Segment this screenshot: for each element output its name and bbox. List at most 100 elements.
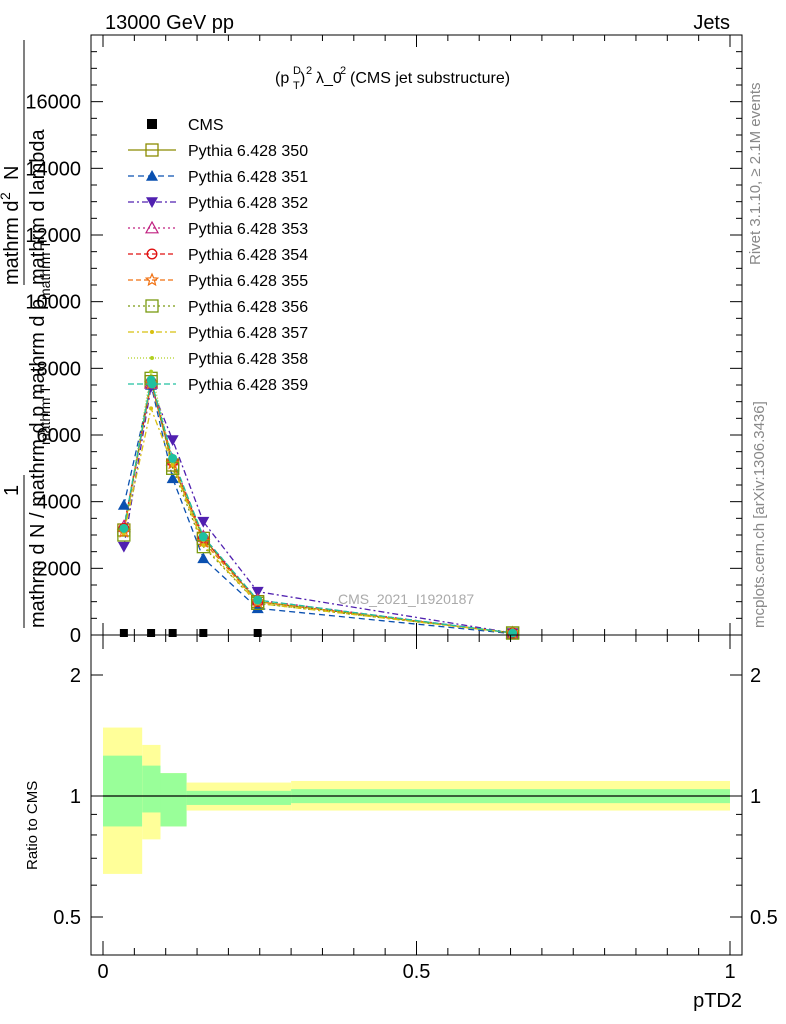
svg-text:mathrm d lambda: mathrm d lambda xyxy=(27,129,49,285)
legend-label: Pythia 6.428 356 xyxy=(188,299,308,316)
svg-text:λ_0: λ_0 xyxy=(316,70,342,87)
legend-label: CMS xyxy=(188,117,224,134)
ratio-bands xyxy=(103,727,730,874)
header-left: 13000 GeV pp xyxy=(105,12,234,34)
svg-text:D: D xyxy=(293,65,301,77)
y-tick-label: 8000 xyxy=(37,358,82,380)
circle-marker xyxy=(147,379,157,389)
series-line-9 xyxy=(123,371,513,634)
y-tick-label: 0 xyxy=(70,625,81,647)
data-point-s3-p4 xyxy=(251,586,264,598)
data-point-s2-p3 xyxy=(197,552,210,564)
triangle-marker xyxy=(146,170,158,181)
data-point-s10-p5 xyxy=(508,628,518,638)
svg-text:2: 2 xyxy=(0,192,13,200)
x-axis-label: pTD2 xyxy=(693,990,742,1012)
data-point-s0-p4 xyxy=(253,629,262,637)
data-point-s2-p4 xyxy=(251,602,264,614)
svg-text:2: 2 xyxy=(306,65,312,77)
svg-text:(CMS jet substructure): (CMS jet substructure) xyxy=(350,70,510,87)
ratio-band-inner-2 xyxy=(160,773,187,827)
series-line-3 xyxy=(123,384,513,634)
svg-text:1: 1 xyxy=(1,485,23,496)
data-point-s2-p2 xyxy=(166,472,179,484)
data-point-s3-p2 xyxy=(166,435,179,446)
ratio-y-tick-label-right: 1 xyxy=(750,786,761,808)
y-tick-label: 2000 xyxy=(37,558,82,580)
svg-text:N: N xyxy=(1,166,23,180)
data-point-s0-p0 xyxy=(119,629,128,637)
x-tick-label: 0.5 xyxy=(403,961,431,983)
svg-text:mathrm d N / mathrm d p: mathrm d N / mathrm d p xyxy=(27,406,49,628)
mcplots-label: mcplots.cern.ch [arXiv:1306.3436] xyxy=(751,401,768,628)
dot-marker xyxy=(150,356,154,360)
legend-label: Pythia 6.428 354 xyxy=(188,247,308,264)
ratio-y-label: Ratio to CMS xyxy=(24,781,41,870)
data-point-s2-p0 xyxy=(117,499,130,510)
data-point-s0-p3 xyxy=(199,629,208,637)
series-lines xyxy=(123,371,513,635)
series-line-8 xyxy=(123,406,513,634)
legend-label: Pythia 6.428 355 xyxy=(188,273,308,290)
svg-text:(p: (p xyxy=(275,70,289,87)
ratio-band-inner-1 xyxy=(142,765,161,813)
square-marker xyxy=(145,143,159,157)
triangle-marker xyxy=(144,220,160,234)
y-tick-label: 6000 xyxy=(37,425,82,447)
data-point-s10-p0 xyxy=(119,523,129,533)
legend-label: Pythia 6.428 353 xyxy=(188,221,308,238)
square-marker xyxy=(145,299,159,313)
series-line-6 xyxy=(123,383,513,634)
y-tick-label: 12000 xyxy=(25,225,81,247)
ratio-band-inner-3 xyxy=(186,790,292,805)
svg-text:mathrm T: mathrm T xyxy=(37,240,53,300)
ratio-axis-ticks: 0.5 0.5 1 1 2 2 0 0.5 1 xyxy=(53,635,778,983)
ratio-y-tick-label: 1 xyxy=(70,786,81,808)
x-tick-label: 1 xyxy=(724,961,735,983)
svg-text:): ) xyxy=(300,70,305,87)
data-point-s3-p3 xyxy=(197,516,210,528)
legend-label: Pythia 6.428 351 xyxy=(188,169,308,186)
data-point-s9-p1 xyxy=(149,369,154,374)
rivet-label: Rivet 3.1.10, ≥ 2.1M events xyxy=(747,83,764,266)
svg-text:mathrm d: mathrm d xyxy=(1,201,23,285)
svg-text:2: 2 xyxy=(340,65,346,77)
ratio-y-tick-label: 0.5 xyxy=(53,907,81,929)
legend-label: Pythia 6.428 358 xyxy=(188,351,308,368)
square-marker xyxy=(147,119,157,129)
data-point-s7-p5 xyxy=(505,626,520,640)
legend: CMS Pythia 6.428 350 Pythia 6.428 351 Pythi… xyxy=(128,117,308,394)
dot-marker xyxy=(150,330,154,334)
main-axis-ticks: 0 2000 4000 6000 8000 10000 12000 14000 16000 xyxy=(25,34,742,647)
series-line-10 xyxy=(123,379,513,634)
y-tick-label: 10000 xyxy=(25,292,81,314)
legend-label: Pythia 6.428 352 xyxy=(188,195,308,212)
data-point-s10-p4 xyxy=(253,595,263,605)
ratio-y-tick-label-right: 2 xyxy=(750,665,761,687)
data-point-s8-p3 xyxy=(201,543,206,547)
svg-text:mathrm d p: mathrm d p xyxy=(27,299,49,400)
data-point-s8-p2 xyxy=(170,463,175,467)
triangle-marker xyxy=(146,197,158,208)
x-tick-label: 0 xyxy=(97,961,108,983)
data-point-s0-p2 xyxy=(168,629,177,637)
legend-label: Pythia 6.428 357 xyxy=(188,325,308,342)
ratio-band-inner-0 xyxy=(103,755,143,827)
data-point-s8-p1 xyxy=(149,406,154,411)
y-tick-label: 14000 xyxy=(25,158,81,180)
star-marker xyxy=(144,272,160,287)
y-tick-label: 4000 xyxy=(37,492,82,514)
legend-label: Pythia 6.428 350 xyxy=(188,143,308,160)
ratio-y-tick-label: 2 xyxy=(70,665,81,687)
main-plot-title: (p D T ) 2 λ_0 2 (CMS jet substructure) xyxy=(275,65,510,92)
watermark: CMS_2021_I1920187 xyxy=(338,591,474,607)
circle-marker xyxy=(146,248,158,260)
legend-label: Pythia 6.428 359 xyxy=(188,377,308,394)
ratio-y-tick-label-right: 0.5 xyxy=(750,907,778,929)
header-right: Jets xyxy=(693,12,730,34)
data-point-s10-p2 xyxy=(168,453,178,463)
main-y-label: mathrm d 2 N mathrm d p mathrm T mathrm … xyxy=(0,40,53,628)
svg-text:mathrm T: mathrm T xyxy=(37,385,53,445)
data-point-s3-p0 xyxy=(117,541,130,553)
